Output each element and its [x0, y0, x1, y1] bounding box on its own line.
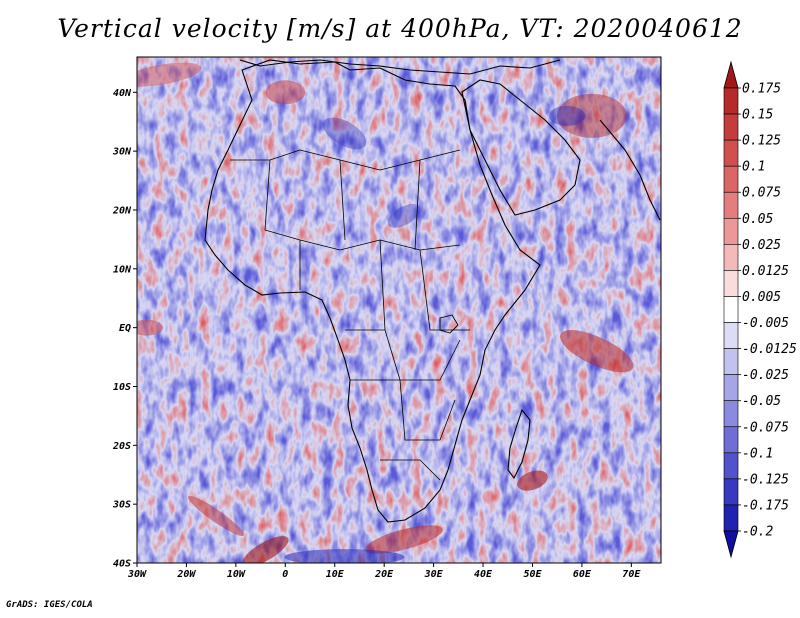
colorbar-swatch [723, 87, 739, 115]
field-patch [137, 62, 202, 87]
madagascar-coastline [507, 408, 531, 480]
field-patch [188, 495, 245, 537]
field-patch [549, 105, 586, 126]
x-tick-label: 30W [127, 569, 147, 580]
colorbar-label: 0.025 [742, 238, 781, 253]
x-tick-label: 10W [227, 569, 246, 580]
x-tick-label: 20W [176, 569, 196, 580]
colorbar: 0.175 0.15 0.125 0.1 0.075 0.05 0.025 0.0125 0.0… [723, 60, 797, 559]
x-tick-label: 0 [282, 569, 288, 580]
colorbar-label: 0.0125 [742, 264, 789, 279]
colorbar-swatch [723, 217, 739, 245]
colorbar-swatch [723, 244, 739, 271]
india-coastline [599, 119, 661, 221]
colorbar-swatch [723, 113, 739, 141]
lake-victoria [439, 314, 459, 334]
colorbar-label: -0.005 [742, 316, 789, 331]
x-tick-label: 20E [374, 569, 394, 580]
colorbar-label: -0.025 [742, 368, 789, 383]
y-tick-label: 30N [112, 147, 132, 158]
colorbar-label: 0.075 [742, 186, 781, 201]
y-tick-label: 30S [112, 500, 131, 511]
field-patch [137, 319, 163, 336]
y-tick-label: 40S [113, 559, 131, 570]
colorbar-label: -0.175 [742, 498, 789, 513]
field-patch [365, 525, 443, 554]
colorbar-swatch [723, 478, 739, 506]
coastlines [204, 59, 661, 523]
europe-coastline [239, 59, 561, 75]
x-tick-label: 60E [573, 569, 592, 580]
colorbar-label: -0.0125 [742, 342, 797, 357]
colorbar-swatch [723, 270, 739, 297]
y-tick-label: 20S [112, 441, 131, 452]
x-tick-label: 50E [523, 569, 542, 580]
colorbar-label: 0.05 [742, 212, 773, 227]
colorbar-label: 0.15 [742, 108, 773, 123]
colorbar-swatch [723, 374, 739, 402]
x-tick-label: 30E [424, 569, 444, 580]
colorbar-label: -0.075 [742, 420, 789, 435]
colorbar-swatch [723, 452, 739, 480]
chart-title: Vertical velocity [m/s] at 400hPa, VT: 2… [57, 14, 743, 43]
colorbar-swatch [723, 400, 739, 428]
colorbar-swatch [723, 139, 739, 167]
field-patch [387, 203, 421, 228]
field-patch [322, 117, 367, 150]
colorbar-swatch [723, 504, 739, 532]
colorbar-bottom-arrow [723, 530, 739, 559]
field-patch [284, 549, 405, 563]
credit-label: GrADS: IGES/COLA [6, 600, 93, 610]
colorbar-label: -0.1 [742, 446, 773, 461]
field-patch [560, 330, 634, 373]
y-tick-label: 40N [113, 88, 132, 99]
colorbar-swatch [723, 348, 739, 375]
colorbar-swatch [723, 322, 739, 349]
colorbar-label: 0.005 [742, 290, 781, 305]
x-axis: 30W 20W 10W 0 10E 20E 30E 40E 50E 60E 70E [127, 563, 641, 580]
colorbar-label: -0.125 [742, 472, 789, 487]
y-tick-label: 10S [113, 382, 131, 393]
plot-area [137, 57, 661, 563]
y-tick-label: 20N [112, 205, 132, 216]
field-features [137, 62, 634, 563]
field-patch [242, 536, 289, 563]
y-axis: 40N 30N 20N 10N EQ 10S 20S 30S 40S [112, 88, 137, 570]
colorbar-label: 0.175 [742, 82, 781, 97]
colorbar-label: 0.1 [742, 160, 765, 175]
colorbar-label: 0.125 [742, 134, 781, 149]
colorbar-top-arrow [723, 60, 739, 89]
velocity-field [137, 57, 661, 563]
plot-frame [136, 56, 662, 564]
colorbar-swatch [723, 296, 739, 323]
x-tick-label: 70E [622, 569, 641, 580]
field-patch [556, 93, 627, 138]
colorbar-swatch [723, 165, 739, 193]
colorbar-label: -0.05 [742, 394, 781, 409]
colorbar-swatch [723, 426, 739, 454]
field-patch [265, 80, 306, 105]
y-tick-label: 10N [113, 264, 132, 275]
colorbar-label: -0.2 [742, 525, 773, 540]
x-tick-label: 10E [326, 569, 345, 580]
field-patch [517, 470, 548, 491]
x-tick-label: 40E [474, 569, 493, 580]
y-tick-label: EQ [119, 323, 131, 334]
arabia-coastline [461, 79, 581, 216]
colorbar-swatch [723, 191, 739, 219]
country-borders [230, 149, 470, 481]
